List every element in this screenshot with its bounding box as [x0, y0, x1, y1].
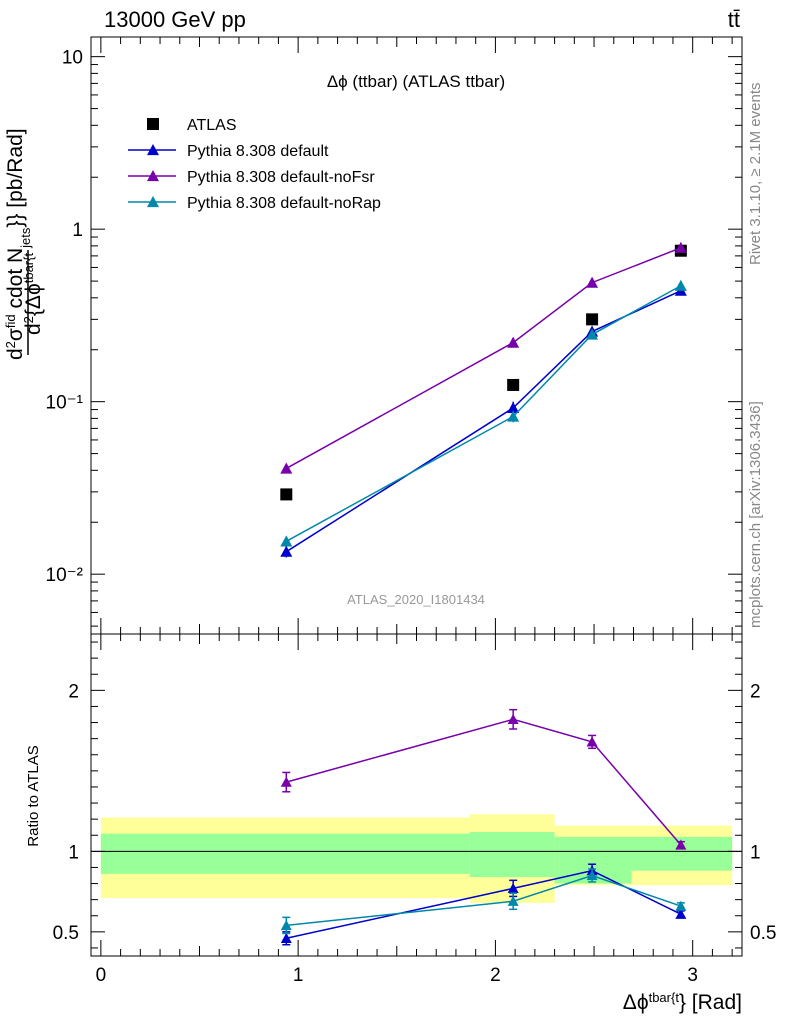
main-ytick-label: 1	[72, 220, 83, 241]
data-point	[586, 328, 599, 340]
series-pythia-8-308-default	[280, 284, 687, 558]
data-point	[507, 336, 520, 348]
data-point	[674, 279, 687, 291]
main-axes: 10⁻² 10⁻¹ 1 10	[46, 37, 742, 634]
ratio-series-line	[286, 718, 682, 846]
series-line	[285, 285, 682, 543]
data-point	[280, 535, 293, 547]
ratio-data-point	[586, 736, 598, 747]
main-ytick-label: 10⁻²	[46, 565, 84, 586]
ratio-ytick-label-left: 2	[68, 681, 79, 702]
data-point	[507, 401, 520, 414]
process-label: tt̄	[728, 7, 740, 32]
ratio-ytick-label-left: 0.5	[53, 923, 79, 944]
source-label: mcplots.cern.ch [arXiv:1306.3436]	[747, 401, 764, 628]
ratio-xtick-label: 2	[490, 965, 501, 986]
data-point	[586, 276, 599, 288]
legend-entry-atlas: ATLAS	[147, 117, 237, 134]
series-line	[285, 289, 682, 553]
legend-marker	[147, 144, 159, 156]
ratio-data-point	[507, 895, 519, 906]
main-ytick-label: 10⁻¹	[46, 393, 84, 414]
ratio-data-point	[675, 839, 687, 850]
data-point	[280, 545, 293, 557]
legend-marker	[147, 118, 159, 130]
main-ytick-label: 10	[62, 48, 83, 69]
legend-marker	[147, 196, 159, 208]
ratio-data-point	[280, 919, 292, 931]
ratio-ytick-label-left: 1	[68, 842, 79, 863]
series-line	[285, 247, 682, 470]
uncertainty-band-inner	[469, 832, 555, 878]
ratio-xtick-label: 3	[687, 965, 698, 986]
ratio-ylabel: Ratio to ATLAS	[25, 745, 42, 846]
uncertainty-band-inner	[100, 833, 470, 874]
ratio-data-point	[280, 932, 292, 943]
ratio-data-point	[280, 776, 292, 787]
legend-entry-pythia-8-308-default-nofsr: Pythia 8.308 default-noFsr	[128, 169, 375, 186]
atlas-data-point	[507, 378, 520, 391]
ratio-xtick-label: 1	[293, 965, 304, 986]
ratio-data-point	[507, 882, 519, 894]
series-pythia-8-308-default-norap	[280, 279, 687, 547]
legend-label: ATLAS	[187, 117, 237, 134]
ratio-data-point	[586, 870, 598, 881]
atlas-data-point	[280, 488, 293, 501]
rivet-label: Rivet 3.1.10, ≥ 2.1M events	[747, 83, 764, 266]
ratio-marks	[280, 708, 687, 946]
ratio-data-point	[507, 713, 519, 725]
atlas-data-point	[586, 313, 599, 326]
ratio-series-pythia-8-308-default-nofsr	[280, 708, 687, 850]
ratio-panel: 0.5 0.5 1 1 2 2 0 1 2 3 Ratio to ATLAS Δϕtbar{t} …	[25, 633, 776, 1015]
legend-marker	[147, 170, 159, 182]
main-title: Δϕ (ttbar) (ATLAS ttbar)	[327, 72, 505, 91]
legend-label: Pythia 8.308 default-noRap	[187, 195, 381, 212]
series-atlas	[280, 244, 687, 501]
data-point	[280, 462, 293, 474]
main-marks	[280, 241, 687, 558]
main-panel: 10⁻² 10⁻¹ 1 10 Δϕ (ttbar) (ATLAS ttbar) ATL…	[3, 36, 743, 635]
legend-label: Pythia 8.308 default-noFsr	[187, 169, 375, 186]
ratio-axes: 0.5 0.5 1 1 2 2 0 1 2 3	[53, 634, 776, 986]
ratio-ytick-label-right: 0.5	[750, 923, 776, 944]
ratio-xlabel: Δϕtbar{t} [Rad]	[623, 990, 742, 1015]
ratio-series-pythia-8-308-default-norap	[280, 868, 687, 935]
series-pythia-8-308-default-nofsr	[280, 241, 687, 474]
ratio-series-line	[286, 874, 682, 927]
ratio-ytick-label-right: 2	[750, 681, 761, 702]
analysis-watermark: ATLAS_2020_I1801434	[347, 592, 485, 607]
main-ylabel: d2{Δϕtbar{t d2σfid cdot Njets}} [pb/Rad]	[3, 128, 46, 360]
data-point	[674, 241, 687, 253]
ratio-xtick-label: 0	[96, 965, 107, 986]
legend-entry-pythia-8-308-default-norap: Pythia 8.308 default-noRap	[128, 195, 381, 212]
ratio-bands	[100, 814, 733, 903]
data-point	[507, 410, 520, 422]
legend-entry-pythia-8-308-default: Pythia 8.308 default	[128, 143, 329, 160]
energy-label: 13000 GeV pp	[104, 7, 246, 32]
ratio-data-point	[675, 908, 687, 919]
legend-label: Pythia 8.308 default	[187, 143, 329, 160]
legend: ATLAS Pythia 8.308 default Pythia 8.308 de…	[128, 117, 381, 212]
ratio-frame	[90, 633, 743, 957]
ratio-data-point	[675, 900, 687, 911]
ratio-ytick-label-right: 1	[750, 842, 761, 863]
